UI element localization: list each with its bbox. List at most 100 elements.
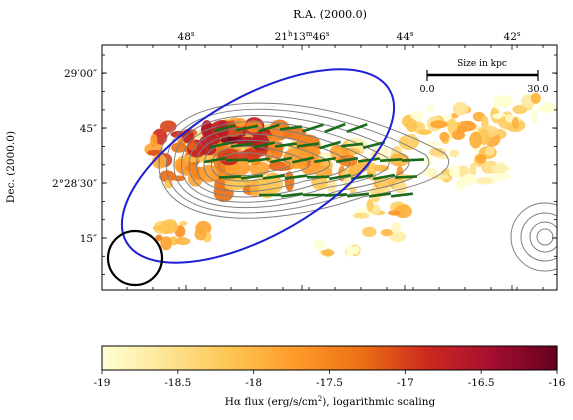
emission-blob <box>493 95 502 110</box>
colorbar-segment <box>541 346 547 370</box>
polarization-vector <box>306 175 330 179</box>
colorbar-segment <box>431 346 437 370</box>
colorbar-segment <box>193 346 198 370</box>
colorbar <box>102 346 558 370</box>
colorbar-segment <box>473 346 478 370</box>
colorbar-segment <box>397 346 403 370</box>
colorbar-segment <box>204 346 209 370</box>
polarization-vector <box>240 174 264 180</box>
colorbar-segment <box>181 346 187 370</box>
colorbar-segment <box>170 346 175 370</box>
colorbar-segment <box>321 346 327 370</box>
colorbar-segment <box>295 346 300 370</box>
colorbar-segment <box>177 346 183 370</box>
x-tick-label: 48s <box>178 30 195 43</box>
colorbar-segment <box>462 346 467 370</box>
colorbar-segment <box>139 346 145 370</box>
colorbar-segment <box>420 346 425 370</box>
contour-line <box>188 127 370 198</box>
colorbar-segment <box>352 346 357 370</box>
polarization-vector <box>292 156 314 164</box>
colorbar-segment <box>356 346 361 370</box>
emission-blob <box>405 118 418 132</box>
emission-blob <box>475 154 487 164</box>
colorbar-segment <box>522 346 528 370</box>
colorbar-segment <box>151 346 156 370</box>
polarization-vector <box>247 157 271 163</box>
colorbar-segment <box>136 346 141 370</box>
radio-contours-right <box>510 202 557 272</box>
emission-blob <box>160 120 177 133</box>
emission-blob <box>439 131 450 142</box>
emission-blob <box>366 198 374 213</box>
emission-blob <box>512 104 528 115</box>
emission-blob <box>159 170 176 183</box>
colorbar-tick-label: -18.5 <box>164 377 191 389</box>
colorbar-segment <box>348 346 353 370</box>
colorbar-segment <box>124 346 130 370</box>
colorbar-segment <box>439 346 444 370</box>
emission-blob <box>461 173 477 185</box>
contour-line <box>195 133 350 193</box>
y-axis-label: Dec. (2000.0) <box>5 131 17 203</box>
emission-blob <box>431 174 450 180</box>
emission-blob <box>150 133 158 148</box>
polarization-vector <box>208 141 232 149</box>
colorbar-segment <box>454 346 460 370</box>
x-tick-label: 42s <box>504 30 521 43</box>
colorbar-segment <box>329 346 334 370</box>
colorbar-segment <box>393 346 399 370</box>
polarization-vector <box>274 142 298 148</box>
polarization-vector <box>372 173 396 181</box>
polarization-vector <box>390 192 414 198</box>
emission-blob <box>284 171 295 192</box>
colorbar-segment <box>314 346 319 370</box>
colorbar-segment <box>272 346 278 370</box>
colorbar-segment <box>276 346 281 370</box>
polarization-vector <box>258 123 280 133</box>
colorbar-segment <box>458 346 463 370</box>
emission-blob <box>493 172 510 181</box>
colorbar-segment <box>553 346 558 370</box>
contour-line <box>529 221 557 253</box>
emission-blob <box>427 104 435 113</box>
colorbar-segment <box>257 346 262 370</box>
colorbar-segment <box>120 346 126 370</box>
emission-blob <box>449 149 460 158</box>
colorbar-segment <box>484 346 490 370</box>
polarization-vector <box>335 156 359 164</box>
colorbar-segment <box>291 346 296 370</box>
contour-line <box>510 202 557 272</box>
colorbar-segment <box>405 346 410 370</box>
emission-blob <box>394 204 412 219</box>
colorbar-segment <box>333 346 338 370</box>
colorbar-segment <box>344 346 350 370</box>
emission-blob <box>362 226 377 238</box>
colorbar-segment <box>132 346 137 370</box>
emission-blob <box>410 110 424 120</box>
polarization-vector <box>225 158 249 162</box>
colorbar-segment <box>500 346 505 370</box>
colorbar-segment <box>155 346 160 370</box>
colorbar-segment <box>363 346 369 370</box>
colorbar-segment <box>359 346 365 370</box>
emission-blob <box>223 178 246 191</box>
colorbar-segment <box>246 346 251 370</box>
colorbar-segment <box>492 346 497 370</box>
colorbar-tick-label: -17.5 <box>316 377 343 389</box>
emission-blob <box>530 92 541 104</box>
colorbar-segment <box>545 346 551 370</box>
colorbar-segment <box>242 346 247 370</box>
emission-blob <box>155 234 163 242</box>
emission-blob <box>429 147 446 157</box>
colorbar-segment <box>378 346 384 370</box>
colorbar-segment <box>340 346 346 370</box>
y-tick-label: 15″ <box>80 233 97 245</box>
colorbar-segment <box>102 346 107 370</box>
emission-blob <box>179 220 188 226</box>
colorbar-segment <box>109 346 114 370</box>
emission-blob <box>164 179 173 189</box>
colorbar-segment <box>496 346 501 370</box>
colorbar-segment <box>367 346 372 370</box>
colorbar-segment <box>409 346 414 370</box>
